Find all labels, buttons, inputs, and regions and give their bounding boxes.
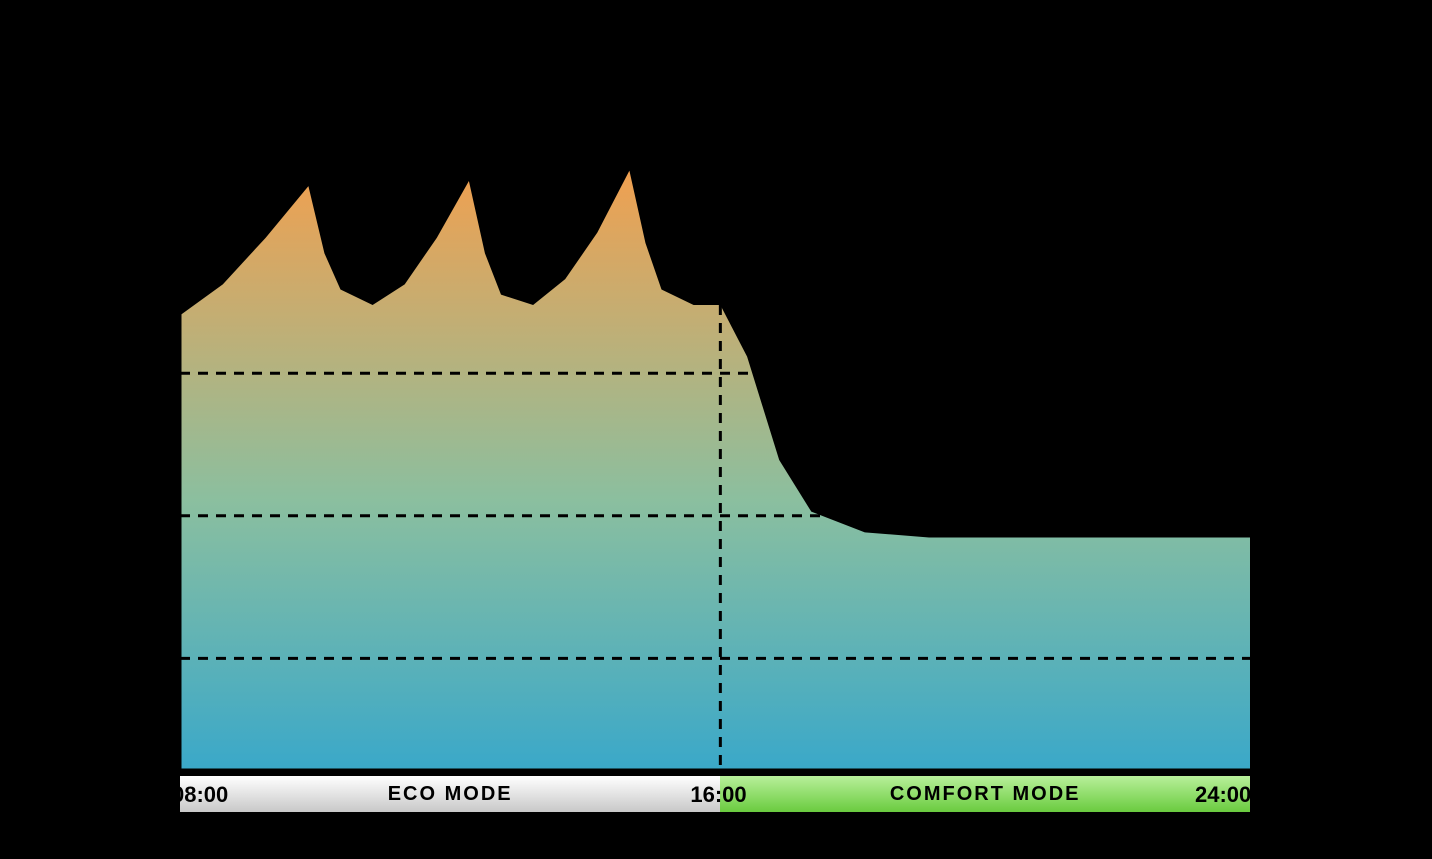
mode-label-comfort: COMFORT MODE (890, 783, 1081, 806)
y-tick-right-2: 27 (1262, 359, 1286, 385)
x-tick-label-0: 08:00 (172, 782, 228, 808)
chart-stage: ECO MODE COMFORT MODE 08:00 16:00 24:00 … (0, 0, 1432, 859)
mode-label-eco: ECO MODE (388, 783, 513, 806)
y-tick-right-1: 24 (1262, 502, 1286, 528)
temperature-chart (0, 0, 1432, 859)
mode-bar-comfort: COMFORT MODE (720, 776, 1250, 812)
area-fill (180, 171, 1250, 770)
y-tick-left-1: 75 (90, 502, 170, 528)
x-tick-label-2: 24:00 (1195, 782, 1251, 808)
x-tick-label-1: 16:00 (690, 782, 746, 808)
mode-bar-eco: ECO MODE (180, 776, 720, 812)
y-tick-left-0: 70 (90, 644, 170, 670)
y-tick-left-2: 80 (90, 359, 170, 385)
y-tick-right-0: 21 (1262, 644, 1286, 670)
